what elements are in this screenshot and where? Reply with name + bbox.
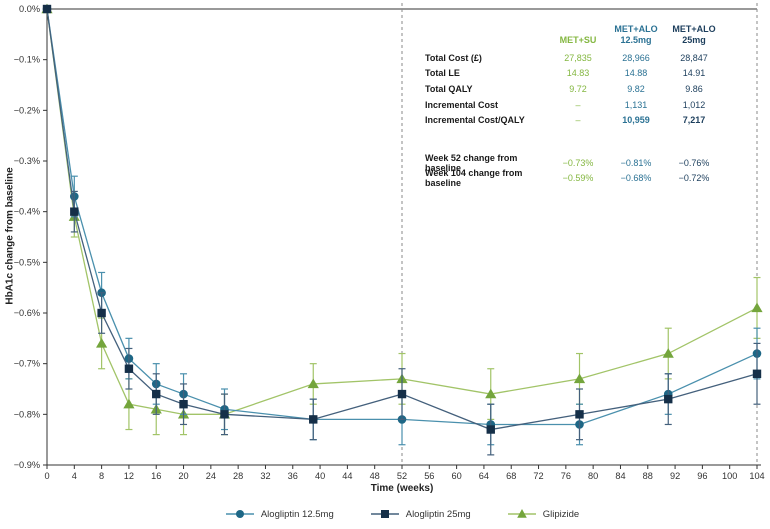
svg-text:68: 68 <box>506 471 516 481</box>
svg-text:84: 84 <box>615 471 625 481</box>
svg-text:−0.8%: −0.8% <box>14 409 40 419</box>
svg-text:92: 92 <box>670 471 680 481</box>
svg-text:60: 60 <box>451 471 461 481</box>
row-label-total-le: Total LE <box>425 68 460 79</box>
svg-text:−0.7%: −0.7% <box>14 359 40 369</box>
legend-label: Alogliptin 12.5mg <box>260 508 334 520</box>
svg-text:88: 88 <box>643 471 653 481</box>
svg-text:64: 64 <box>479 471 489 481</box>
table-cell: −0.72% <box>678 173 710 184</box>
svg-text:52: 52 <box>397 471 407 481</box>
svg-text:76: 76 <box>561 471 571 481</box>
table-corner-cell <box>425 46 549 50</box>
table-cell: 28,966 <box>622 52 650 63</box>
svg-text:−0.4%: −0.4% <box>14 207 40 217</box>
svg-text:−0.3%: −0.3% <box>14 156 40 166</box>
table-cell: −0.76% <box>678 157 710 168</box>
column-header-met-alo-25: MET+ALO 25mg <box>672 24 716 45</box>
legend-item-alogliptin-25mg: Alogliptin 25mg <box>370 508 471 520</box>
row-label-incremental-cost: Incremental Cost <box>425 99 499 110</box>
svg-text:36: 36 <box>288 471 298 481</box>
table-cell: 14.88 <box>624 68 648 79</box>
table-cell: 14.83 <box>566 68 590 79</box>
table-cell: 27,835 <box>564 52 592 63</box>
x-axis-title: Time (weeks) <box>370 483 434 494</box>
y-axis-title: HbA1c change from baseline <box>4 167 16 305</box>
column-header-met-su: MET+SU <box>559 35 597 45</box>
svg-text:56: 56 <box>424 471 434 481</box>
svg-text:8: 8 <box>99 471 104 481</box>
svg-text:−0.6%: −0.6% <box>14 308 40 318</box>
table-cell: −0.68% <box>620 173 652 184</box>
table-cell: 10,959 <box>622 115 650 126</box>
svg-text:−0.9%: −0.9% <box>14 460 40 470</box>
table-cell: 14.91 <box>682 68 706 79</box>
legend-item-glipizide: Glipizide <box>507 508 579 520</box>
table-cell: 9.72 <box>569 83 587 94</box>
row-label-total-cost: Total Cost (£) <box>425 52 482 63</box>
table-cell: −0.81% <box>620 157 652 168</box>
table-cell: – <box>575 99 581 110</box>
series-alogliptin-25mg <box>42 4 762 456</box>
table-cell: 7,217 <box>682 115 706 126</box>
svg-text:4: 4 <box>72 471 77 481</box>
table-cell: 9.86 <box>685 83 703 94</box>
svg-text:80: 80 <box>588 471 598 481</box>
results-table-grid: MET+SU MET+ALO 12.5mg MET+ALO 25mg Total… <box>425 16 723 189</box>
svg-text:72: 72 <box>533 471 543 481</box>
inset-results-table: MET+SU MET+ALO 12.5mg MET+ALO 25mg Total… <box>425 16 723 189</box>
circle-marker-icon <box>225 510 254 518</box>
table-cell: 1,012 <box>682 99 706 110</box>
svg-text:0.0%: 0.0% <box>19 4 40 14</box>
table-cell: – <box>575 115 581 126</box>
svg-text:40: 40 <box>315 471 325 481</box>
svg-text:16: 16 <box>151 471 161 481</box>
svg-text:44: 44 <box>342 471 352 481</box>
svg-text:12: 12 <box>124 471 134 481</box>
row-label-week-104-change: Week 104 change from baseline <box>425 168 523 189</box>
axes: 0.0% −0.1% −0.2% −0.3% −0.4% −0.5% −0.6% −0.7% −… <box>14 4 765 481</box>
square-marker-icon <box>370 510 399 518</box>
svg-text:96: 96 <box>697 471 707 481</box>
svg-text:32: 32 <box>260 471 270 481</box>
svg-text:−0.5%: −0.5% <box>14 257 40 267</box>
triangle-marker-icon <box>507 509 536 518</box>
svg-text:−0.1%: −0.1% <box>14 55 40 65</box>
legend-label: Glipizide <box>542 508 580 520</box>
table-cell: −0.59% <box>562 173 594 184</box>
row-label-total-qaly: Total QALY <box>425 83 473 94</box>
svg-text:24: 24 <box>206 471 216 481</box>
legend-item-alogliptin-12-5mg: Alogliptin 12.5mg <box>225 508 334 520</box>
legend-label: Alogliptin 25mg <box>405 508 471 520</box>
svg-text:100: 100 <box>722 471 737 481</box>
table-cell: 1,131 <box>624 99 648 110</box>
svg-text:0: 0 <box>44 471 49 481</box>
row-label-incremental-cost-qaly: Incremental Cost/QALY <box>425 115 525 126</box>
svg-text:20: 20 <box>178 471 188 481</box>
svg-text:48: 48 <box>370 471 380 481</box>
svg-text:104: 104 <box>749 471 764 481</box>
column-header-met-alo-12-5: MET+ALO 12.5mg <box>614 24 658 45</box>
svg-text:28: 28 <box>233 471 243 481</box>
row-label-week-52-change: Week 52 change from baseline <box>425 152 518 173</box>
table-cell: 28,847 <box>680 52 708 63</box>
svg-text:−0.2%: −0.2% <box>14 105 40 115</box>
table-cell: 9.82 <box>627 83 645 94</box>
table-cell: −0.73% <box>562 157 594 168</box>
chart-legend: Alogliptin 12.5mg Alogliptin 25mg Glipiz… <box>47 508 757 520</box>
